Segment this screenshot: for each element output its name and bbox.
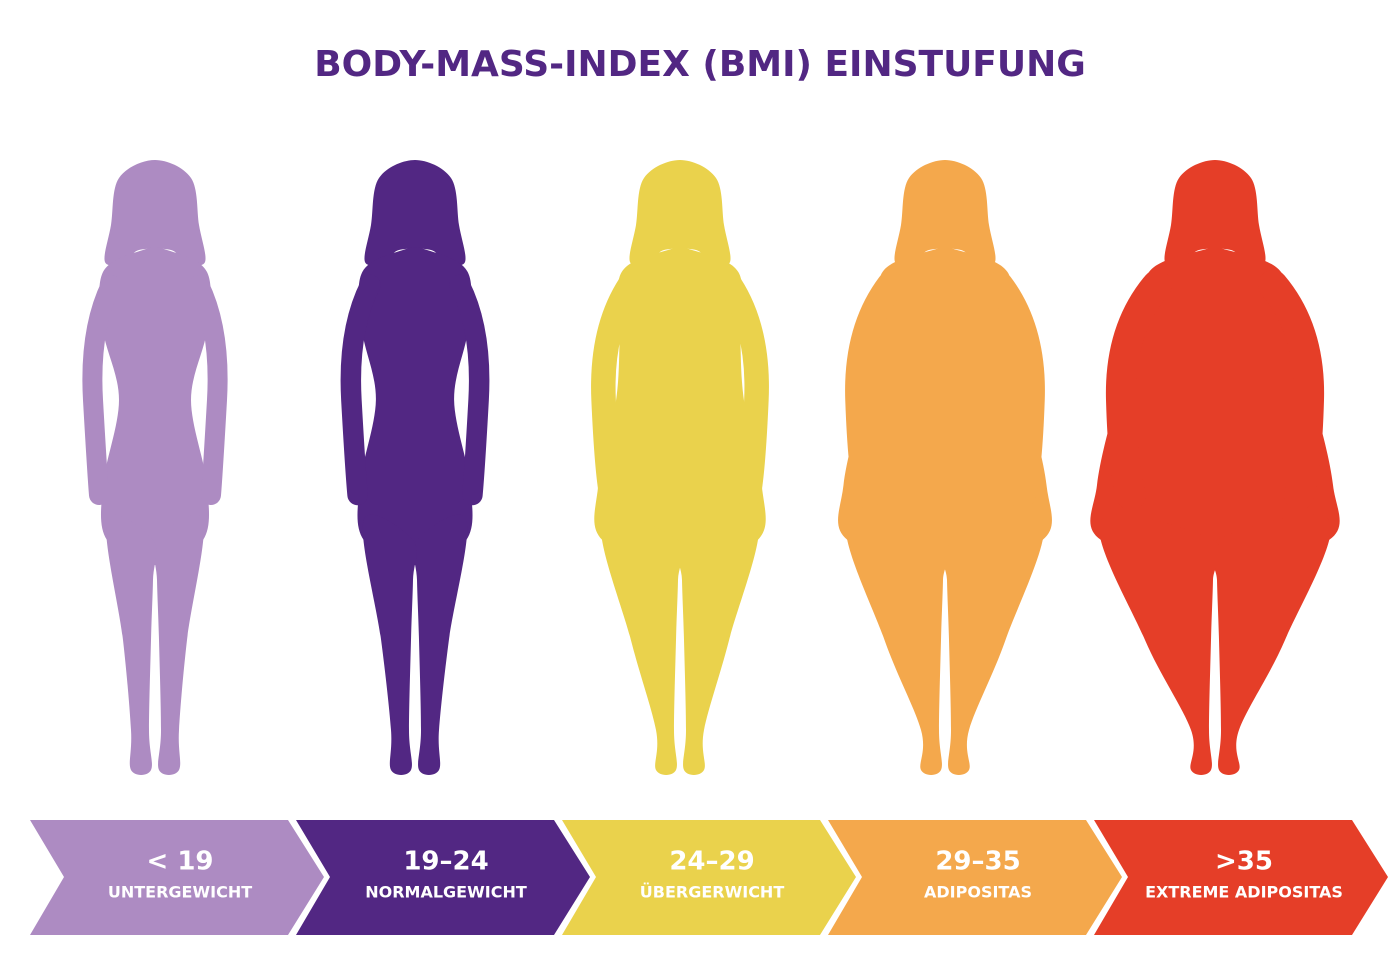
arm <box>82 275 121 505</box>
category-label: ÜBERGERWICHT <box>640 883 785 902</box>
head <box>894 160 996 266</box>
leg <box>153 514 204 775</box>
silhouette <box>591 160 769 775</box>
leg <box>106 514 157 775</box>
category-label: NORMALGEWICHT <box>365 883 527 902</box>
arm <box>189 275 228 505</box>
head <box>1164 160 1266 266</box>
chevron <box>1094 820 1388 935</box>
leg <box>413 514 468 775</box>
silhouette <box>340 160 490 775</box>
chevron <box>562 820 856 935</box>
chevron <box>30 820 324 935</box>
range-label: 29–35 <box>935 847 1020 877</box>
range-label: 24–29 <box>669 847 754 877</box>
range-label: >35 <box>1215 847 1273 877</box>
arm <box>1258 270 1325 510</box>
arm <box>718 272 769 508</box>
chevron <box>296 820 590 935</box>
arm <box>1105 270 1172 510</box>
silhouette <box>838 160 1052 775</box>
arm <box>449 274 490 506</box>
leg <box>939 514 1045 775</box>
leg <box>1208 514 1331 775</box>
silhouette <box>82 160 228 775</box>
torso <box>1090 247 1340 565</box>
arm <box>591 272 642 508</box>
silhouette <box>1090 160 1340 775</box>
leg <box>676 514 760 775</box>
category-label: EXTREME ADIPOSITAS <box>1145 883 1343 902</box>
title: BODY-MASS-INDEX (BMI) EINSTUFUNG <box>314 44 1086 85</box>
category-label: UNTERGEWICHT <box>108 883 252 902</box>
head <box>629 160 731 266</box>
leg <box>1099 514 1222 775</box>
torso <box>838 247 1052 565</box>
head <box>364 160 466 266</box>
leg <box>362 514 417 775</box>
leg <box>600 514 684 775</box>
arm <box>845 271 905 509</box>
leg <box>845 514 951 775</box>
category-label: ADIPOSITAS <box>924 883 1032 902</box>
torso <box>594 247 766 565</box>
arm <box>340 274 381 506</box>
range-label: 19–24 <box>403 847 488 877</box>
torso <box>99 247 211 565</box>
torso <box>357 247 473 565</box>
head <box>104 160 206 266</box>
chevron <box>828 820 1122 935</box>
range-label: < 19 <box>146 847 213 877</box>
arm <box>985 271 1045 509</box>
